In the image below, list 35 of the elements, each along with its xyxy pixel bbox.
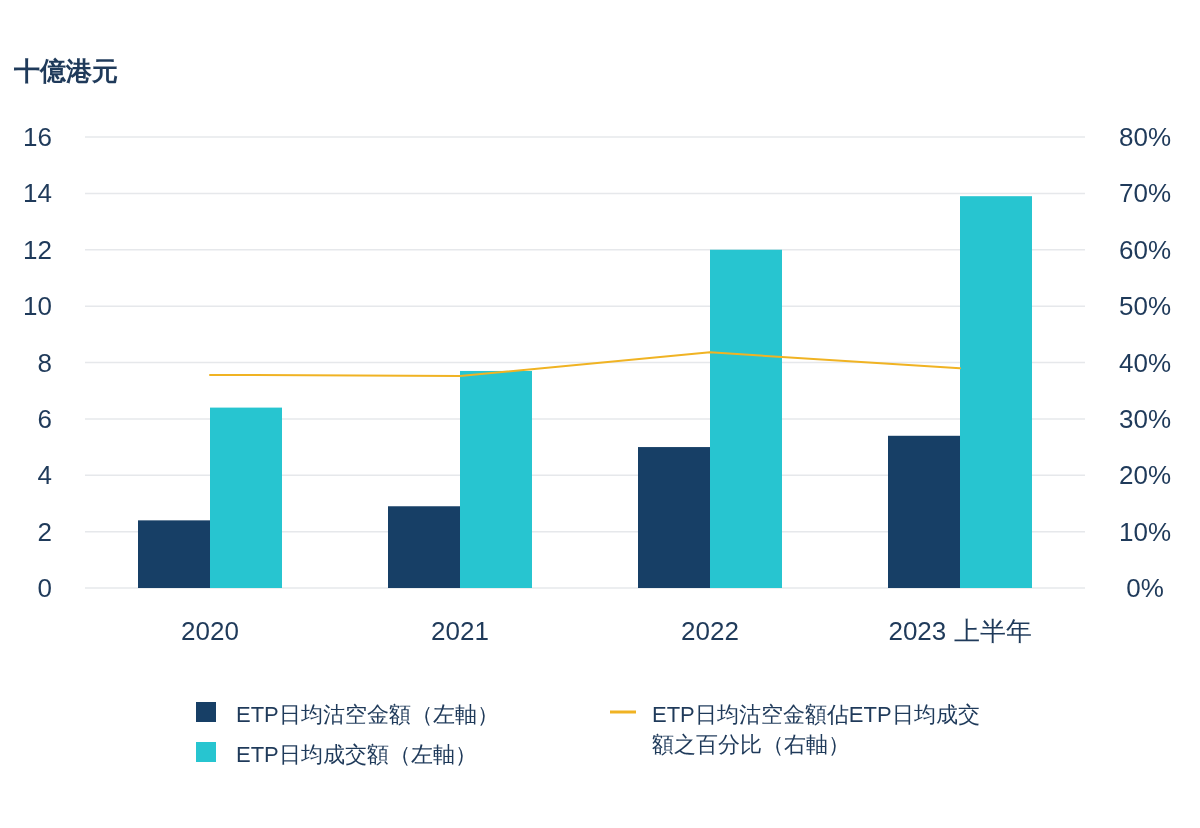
bar xyxy=(210,407,282,588)
y-tick-label: 2 xyxy=(37,516,52,547)
y-tick-label: 8 xyxy=(37,347,52,378)
y-axis-title: 十億港元 xyxy=(13,56,118,86)
y-tick-label: 14 xyxy=(23,178,52,209)
y-tick-label: 16 xyxy=(23,122,52,152)
y2-tick-label: 80% xyxy=(1118,122,1172,152)
bar xyxy=(888,435,960,588)
bar xyxy=(638,447,710,588)
y-tick-label: 10 xyxy=(23,291,52,322)
x-tick-label: 2021 xyxy=(431,616,489,646)
y2-tick-label: 70% xyxy=(1118,178,1172,209)
legend-label: ETP日均成交額（左軸） xyxy=(236,742,477,767)
line-series xyxy=(209,351,961,378)
y-tick-label: 4 xyxy=(37,460,52,491)
x-tick-label: 2023 上半年 xyxy=(888,616,1032,646)
y2-tick-label: 50% xyxy=(1118,291,1172,322)
y2-tick-label: 40% xyxy=(1118,347,1172,378)
x-tick-label: 2020 xyxy=(181,616,239,646)
legend-label: ETP日均沽空金額（左軸） xyxy=(236,702,499,727)
bar xyxy=(960,196,1032,588)
bar xyxy=(138,520,210,588)
bar xyxy=(710,249,782,588)
y-tick-label: 0 xyxy=(37,573,52,603)
x-tick-label: 2022 xyxy=(681,616,739,646)
bar xyxy=(460,370,532,588)
y2-tick-label: 60% xyxy=(1118,234,1172,265)
y2-tick-label: 30% xyxy=(1118,403,1172,434)
y-tick-label: 6 xyxy=(37,403,52,434)
y-tick-label: 12 xyxy=(23,234,52,265)
y2-tick-label: 20% xyxy=(1118,460,1172,491)
y2-tick-label: 0% xyxy=(1126,573,1164,603)
y2-tick-label: 10% xyxy=(1118,516,1172,547)
legend-label: ETP日均沽空金額佔ETP日均成交額之百分比（右軸） xyxy=(652,702,980,757)
bar xyxy=(388,506,460,588)
